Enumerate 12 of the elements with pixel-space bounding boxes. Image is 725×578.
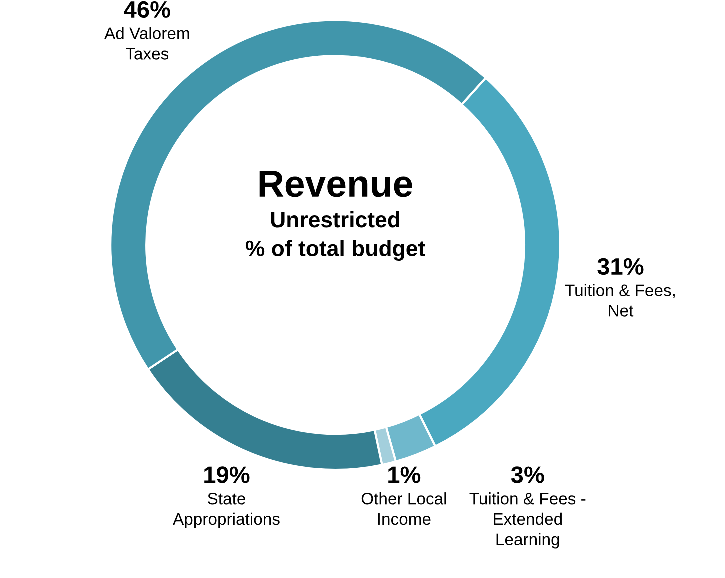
text: Unrestricted % of total budget [246,211,426,261]
data-label: 3% [511,466,544,484]
slice-label: Ad Valorem Taxes [104,27,190,60]
data-label: 31% [598,258,644,276]
data-label: 19% [204,466,250,484]
slice-label: Other Local Income [362,492,446,526]
data-label: 46% [124,1,170,18]
data-label: 1% [388,466,421,484]
text: Revenue [260,171,412,198]
slice-label: Tuition & Fees, Net [565,284,675,317]
slice-label: Tuition & Fees - Extended Learning [470,492,586,549]
slice-label: State Appropriations [173,492,280,528]
